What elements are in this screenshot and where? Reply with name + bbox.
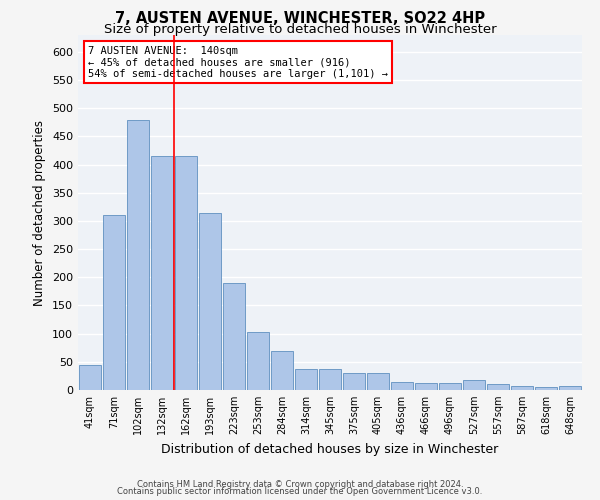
Text: Contains HM Land Registry data © Crown copyright and database right 2024.: Contains HM Land Registry data © Crown c… bbox=[137, 480, 463, 489]
Bar bbox=[319, 368, 341, 390]
Bar bbox=[175, 156, 197, 390]
Bar bbox=[463, 380, 485, 390]
Text: 7, AUSTEN AVENUE, WINCHESTER, SO22 4HP: 7, AUSTEN AVENUE, WINCHESTER, SO22 4HP bbox=[115, 11, 485, 26]
Bar bbox=[151, 156, 173, 390]
Text: 7 AUSTEN AVENUE:  140sqm
← 45% of detached houses are smaller (916)
54% of semi-: 7 AUSTEN AVENUE: 140sqm ← 45% of detache… bbox=[88, 46, 388, 79]
X-axis label: Distribution of detached houses by size in Winchester: Distribution of detached houses by size … bbox=[161, 442, 499, 456]
Bar bbox=[511, 386, 533, 390]
Text: Size of property relative to detached houses in Winchester: Size of property relative to detached ho… bbox=[104, 22, 496, 36]
Text: Contains public sector information licensed under the Open Government Licence v3: Contains public sector information licen… bbox=[118, 487, 482, 496]
Bar bbox=[295, 368, 317, 390]
Bar bbox=[391, 382, 413, 390]
Bar bbox=[199, 213, 221, 390]
Bar bbox=[127, 120, 149, 390]
Bar bbox=[343, 373, 365, 390]
Bar bbox=[367, 373, 389, 390]
Bar bbox=[535, 387, 557, 390]
Bar bbox=[79, 364, 101, 390]
Bar bbox=[415, 382, 437, 390]
Bar bbox=[439, 382, 461, 390]
Bar bbox=[247, 332, 269, 390]
Bar bbox=[271, 350, 293, 390]
Bar bbox=[559, 386, 581, 390]
Y-axis label: Number of detached properties: Number of detached properties bbox=[34, 120, 46, 306]
Bar bbox=[223, 283, 245, 390]
Bar bbox=[103, 215, 125, 390]
Bar bbox=[487, 384, 509, 390]
